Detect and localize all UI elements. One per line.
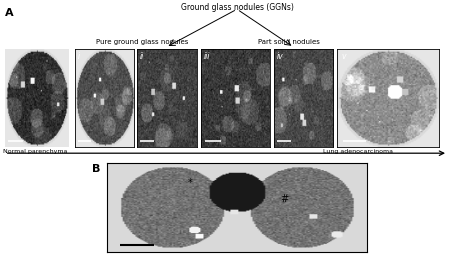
Text: *: * [188,178,192,188]
Text: Pure ground glass nodules: Pure ground glass nodules [96,39,188,45]
Text: Lung adenocarcinoma: Lung adenocarcinoma [323,149,393,154]
Text: ii: ii [140,52,144,60]
Text: Normal parenchyma: Normal parenchyma [3,149,68,154]
Text: i: i [77,52,79,60]
Text: Part solid nodules: Part solid nodules [258,39,320,45]
Text: iii: iii [204,52,210,60]
Text: B: B [92,164,101,174]
Text: A: A [5,8,13,18]
Text: Ground glass nodules (GGNs): Ground glass nodules (GGNs) [181,3,293,12]
Text: #: # [280,194,288,204]
Text: v: v [342,52,346,60]
Text: iv: iv [276,52,283,60]
